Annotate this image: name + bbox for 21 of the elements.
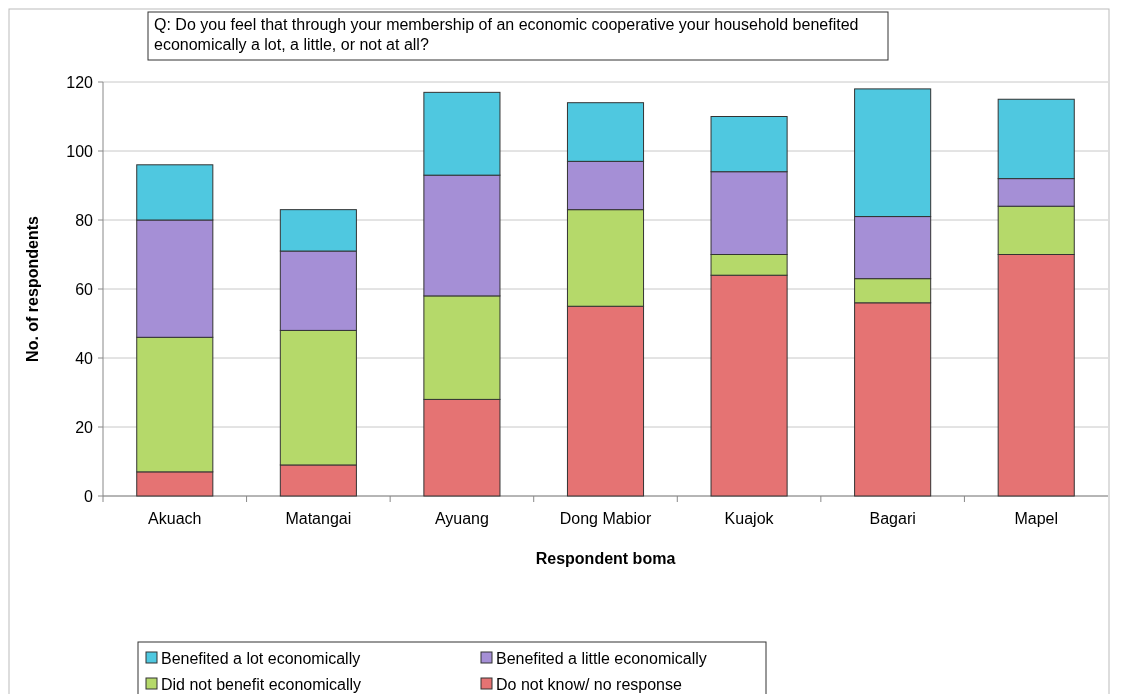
x-tick-label: Akuach bbox=[148, 510, 202, 527]
y-tick-label: 40 bbox=[75, 349, 94, 367]
y-tick-label: 80 bbox=[75, 211, 94, 229]
y-axis-title: No. of respondents bbox=[24, 216, 41, 362]
x-tick-label: Ayuang bbox=[434, 510, 489, 527]
legend-label: Do not know/ no response bbox=[496, 675, 682, 693]
x-tick-label: Bagari bbox=[869, 510, 916, 527]
y-tick-label: 0 bbox=[84, 487, 94, 505]
chart-title: Q: Do you feel that through your membership of an economic cooperative your household benefited economically a lot, a little, or not at all? bbox=[154, 16, 859, 53]
x-tick-label: Matangai bbox=[285, 510, 352, 527]
legend-label: Benefited a lot economically bbox=[161, 649, 361, 667]
y-tick-label: 60 bbox=[75, 280, 94, 298]
legend-label: Benefited a little economically bbox=[496, 649, 707, 667]
y-tick-label: 20 bbox=[75, 418, 94, 436]
x-tick-label: Kuajok bbox=[724, 510, 775, 527]
x-tick-label: Mapel bbox=[1014, 510, 1058, 527]
x-axis-title: Respondent boma bbox=[535, 550, 676, 567]
legend-label: Did not benefit economically bbox=[161, 675, 362, 693]
x-tick-label: Dong Mabior bbox=[559, 510, 652, 527]
y-tick-label: 120 bbox=[66, 73, 94, 91]
y-tick-label: 100 bbox=[66, 142, 94, 160]
